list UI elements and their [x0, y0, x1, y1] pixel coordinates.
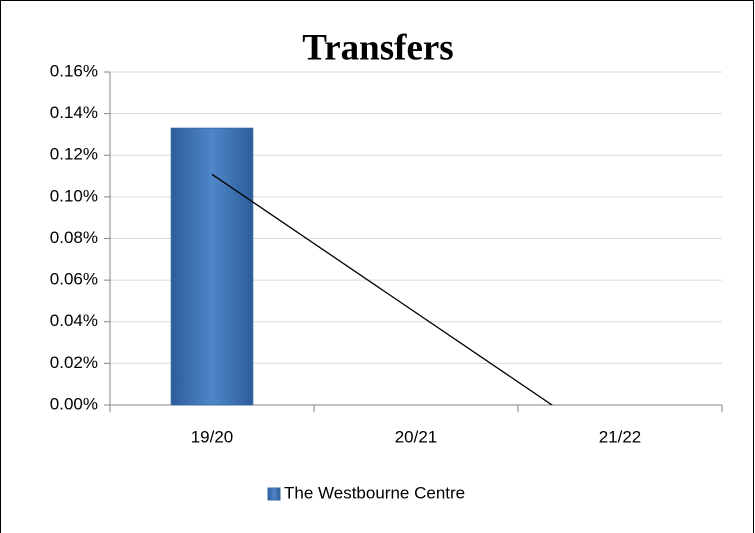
y-tick-label: 0.04%	[50, 311, 98, 330]
y-tick-label: 0.10%	[50, 186, 98, 205]
x-tick-label: 21/22	[599, 427, 642, 446]
chart-title: Transfers	[302, 27, 453, 68]
trendline	[211, 173, 554, 405]
legend-label: The Westbourne Centre	[284, 483, 465, 502]
legend-swatch	[267, 487, 281, 501]
y-tick-label: 0.12%	[50, 145, 98, 164]
y-tick-label: 0.06%	[50, 270, 98, 289]
y-tick-label: 0.16%	[50, 61, 98, 80]
y-tick-label: 0.00%	[50, 394, 98, 413]
bar	[170, 127, 254, 406]
x-tick-label: 20/21	[395, 427, 438, 446]
y-tick-label: 0.02%	[50, 353, 98, 372]
y-tick-label: 0.14%	[50, 103, 98, 122]
x-tick-label: 19/20	[191, 427, 234, 446]
y-tick-label: 0.08%	[50, 228, 98, 247]
